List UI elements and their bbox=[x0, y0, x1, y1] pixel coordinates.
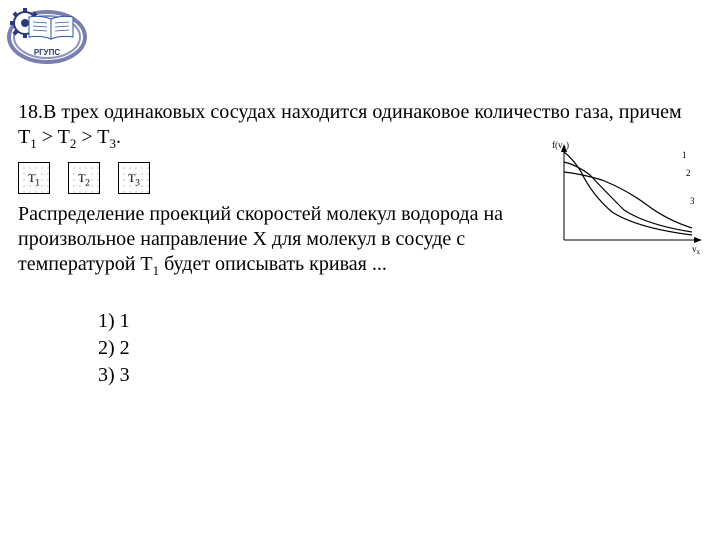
curve-label: 2 bbox=[686, 168, 691, 178]
curve-label: 3 bbox=[690, 196, 695, 206]
vessel-box: T3 bbox=[118, 162, 150, 194]
svg-text:vx: vx bbox=[692, 244, 701, 255]
ellipsis bbox=[372, 253, 387, 275]
question-block: 18.В трех одинаковых сосудах находится о… bbox=[18, 100, 702, 389]
answer-option: 1) 1 bbox=[98, 308, 702, 335]
answer-option: 2) 2 bbox=[98, 335, 702, 362]
question-number: 18. bbox=[18, 101, 43, 123]
answer-list: 1) 12) 23) 3 bbox=[98, 308, 702, 389]
svg-text:f(vx): f(vx) bbox=[552, 140, 569, 152]
curve-label: 1 bbox=[682, 150, 687, 160]
curve bbox=[564, 162, 692, 232]
vessel-box: T2 bbox=[68, 162, 100, 194]
vessel-box: T1 bbox=[18, 162, 50, 194]
distribution-graph: f(vx) vx 1 2 3 bbox=[552, 140, 702, 255]
institution-logo: РГУПС bbox=[5, 5, 90, 65]
svg-text:РГУПС: РГУПС bbox=[34, 48, 61, 57]
question-body: Распределение проекций скоростей молекул… bbox=[18, 202, 548, 279]
answer-option: 3) 3 bbox=[98, 362, 702, 389]
curve bbox=[564, 152, 692, 235]
